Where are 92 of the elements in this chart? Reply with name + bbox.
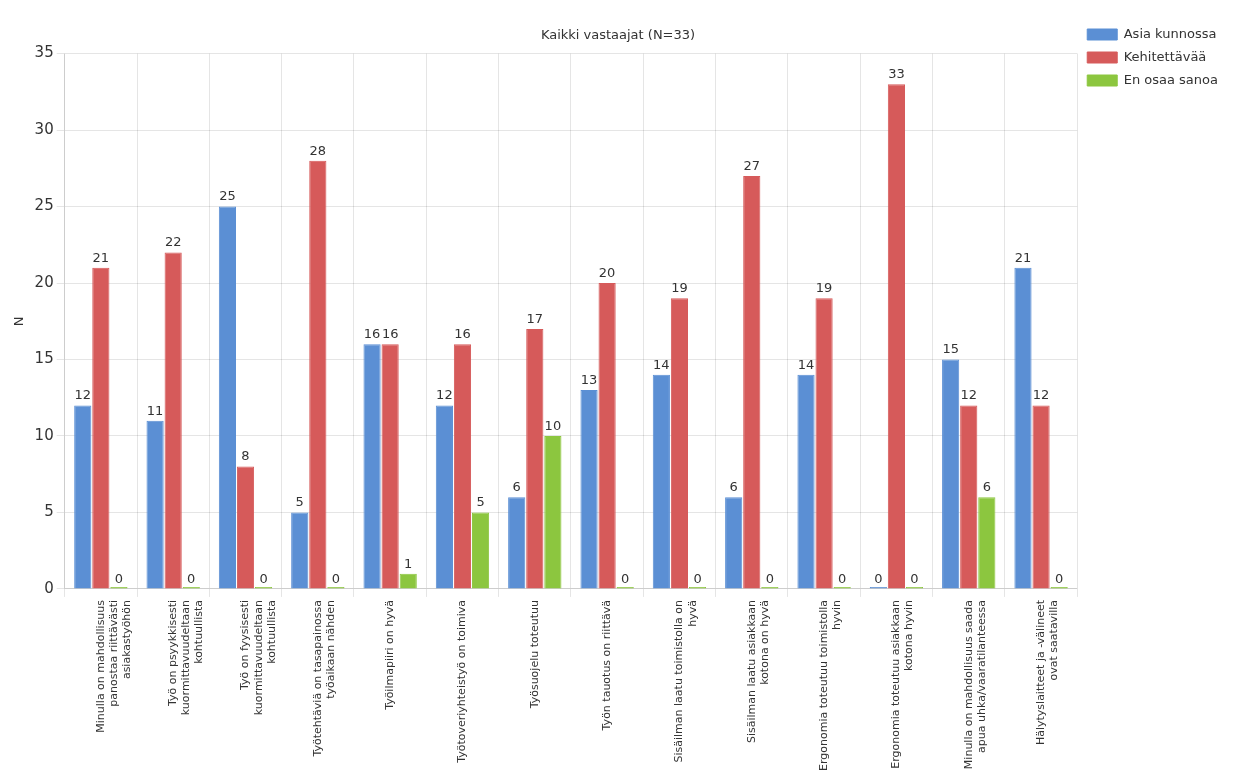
data-label: 0 [693, 570, 702, 586]
bar [453, 344, 472, 589]
y-tick-label: 25 [34, 196, 54, 215]
data-label: 14 [797, 356, 815, 372]
data-label: 12 [74, 387, 92, 403]
data-label: 6 [729, 479, 738, 495]
bar [471, 512, 490, 589]
bar [1032, 405, 1050, 589]
data-label: 0 [114, 570, 124, 586]
data-label: 0 [874, 570, 883, 586]
data-label: 0 [910, 570, 919, 586]
y-tick-label: 20 [34, 272, 54, 291]
data-label: 17 [526, 310, 544, 326]
bar [1014, 267, 1032, 589]
bar [978, 497, 996, 589]
x-tick-label: Työn tauotus on riittävä [599, 599, 613, 732]
data-label: 28 [309, 142, 327, 158]
x-tick-label: Työilmapiiri on hyvä [383, 599, 396, 711]
data-label: 0 [259, 570, 268, 586]
x-tick-label: Työtoveriyhteistyö on toimiva [455, 599, 469, 764]
bar [815, 298, 833, 589]
bar [381, 344, 399, 589]
data-label: 20 [598, 264, 616, 280]
y-axis-title: N [11, 316, 27, 327]
bar [164, 252, 182, 589]
legend-label: Asia kunnossa [1123, 25, 1217, 41]
data-label: 22 [164, 234, 182, 250]
data-label: 1 [404, 555, 413, 571]
data-label: 6 [512, 479, 521, 495]
data-label: 27 [743, 157, 761, 173]
bar [580, 390, 598, 589]
bar [218, 206, 237, 589]
y-tick-label: 5 [44, 502, 54, 521]
legend-label: En osaa sanoa [1123, 71, 1219, 87]
bar [598, 283, 616, 589]
bar [435, 405, 453, 589]
data-label: 0 [1055, 570, 1064, 586]
y-tick-label: 35 [34, 43, 54, 62]
bar [526, 328, 544, 589]
data-label: 0 [331, 570, 341, 586]
bar [887, 84, 905, 589]
x-tick-label: Työsuojelu toteutuu [527, 599, 541, 710]
data-label: 8 [241, 448, 250, 464]
bar [236, 466, 255, 589]
bar [942, 359, 960, 589]
chart-title: Kaikki vastaajat (N=33) [540, 27, 696, 43]
data-label: 0 [765, 570, 774, 586]
bar [670, 298, 689, 589]
bar [725, 497, 743, 589]
bar [544, 435, 562, 589]
data-label: 10 [544, 417, 562, 433]
bar [291, 512, 309, 589]
data-label: 0 [621, 570, 630, 586]
data-label: 12 [1032, 387, 1050, 403]
bar [363, 344, 381, 589]
data-label: 21 [1014, 249, 1032, 265]
bar [74, 405, 92, 589]
legend-label: Kehitettävää [1123, 48, 1207, 64]
data-label: 25 [219, 188, 236, 204]
data-label: 16 [381, 326, 399, 342]
data-label: 19 [671, 280, 688, 296]
y-tick-label: 30 [34, 119, 54, 138]
data-label: 15 [942, 341, 959, 357]
bar [508, 497, 526, 589]
y-tick-label: 10 [34, 425, 54, 444]
x-tick-label: Ergonomia toteutuu toimistolla hyvin [816, 599, 844, 772]
bar [652, 374, 670, 589]
data-label: 33 [888, 66, 905, 82]
y-tick-label: 15 [34, 349, 54, 368]
data-label: 21 [92, 249, 110, 265]
data-label: 6 [982, 479, 991, 495]
bar [146, 420, 164, 589]
bar [92, 267, 110, 589]
y-tick-label: 0 [44, 578, 54, 597]
data-label: 16 [363, 326, 381, 342]
data-label: 5 [295, 494, 304, 510]
bar [960, 405, 978, 589]
data-label: 16 [454, 326, 471, 342]
data-label: 0 [838, 570, 847, 586]
data-label: 19 [815, 280, 833, 296]
data-label: 14 [653, 356, 670, 372]
bar [797, 374, 815, 589]
data-label: 12 [960, 387, 978, 403]
data-label: 0 [187, 570, 196, 586]
data-label: 11 [146, 402, 164, 418]
x-tick-label: Minulla on mahdollisuus panostaa riittävästi asiakastyöhön [93, 599, 134, 733]
bar [309, 160, 327, 589]
data-label: 13 [580, 371, 598, 387]
data-label: 5 [476, 494, 485, 510]
x-tick-label: Sisäilman laatu toimistolla on hyvä [672, 599, 699, 763]
bar [743, 175, 761, 589]
data-label: 12 [436, 387, 453, 403]
